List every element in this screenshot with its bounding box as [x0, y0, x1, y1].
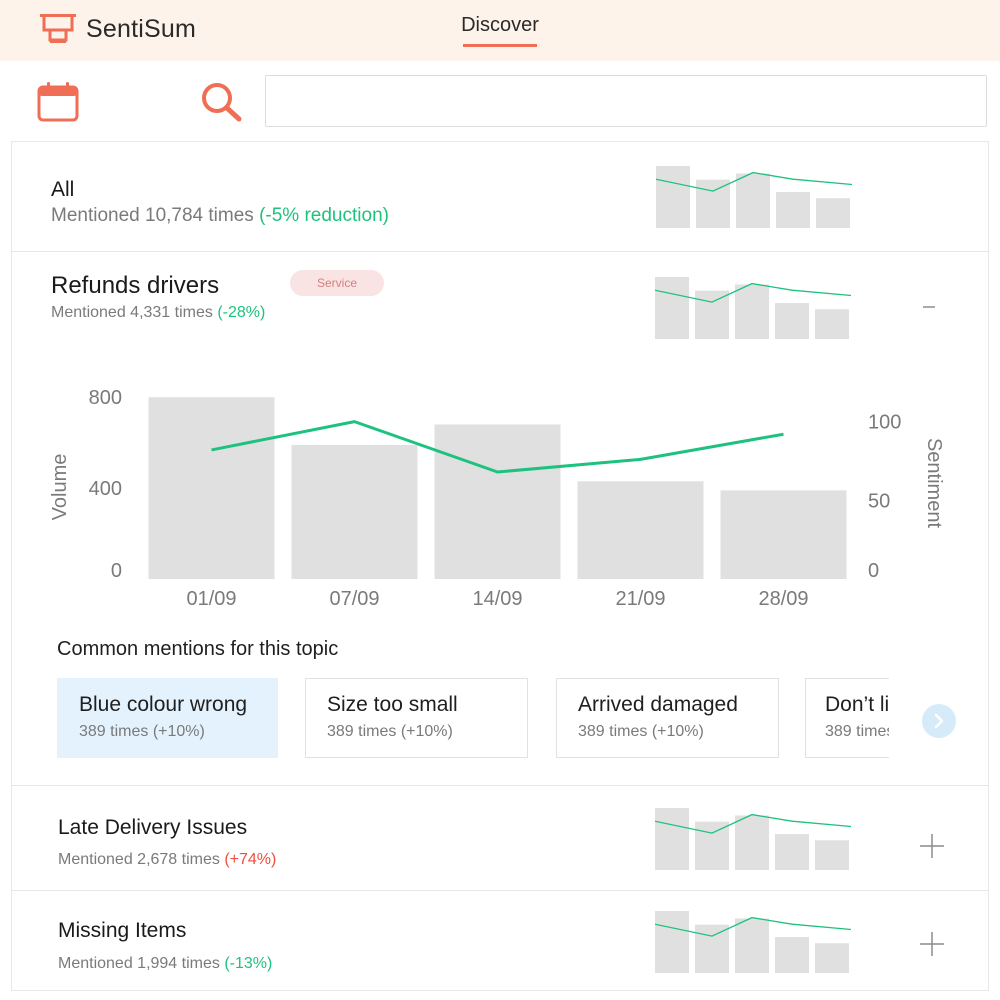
carousel-next-button[interactable]	[922, 704, 956, 738]
sparkline-bar	[815, 840, 849, 870]
sparkline-line	[656, 171, 853, 192]
topic-change-late: (+74%)	[224, 851, 277, 868]
sparkline-bar	[736, 173, 770, 228]
category-badge: Service	[290, 270, 384, 296]
topic-change-all: (-5% reduction)	[259, 205, 389, 226]
topic-mentions-late-count: Mentioned 2,678 times	[58, 851, 220, 868]
y2-axis-label: Sentiment	[923, 438, 945, 528]
y-tick-label: 800	[89, 387, 122, 409]
volume-bar	[434, 424, 561, 579]
y-tick-label: 400	[89, 478, 122, 500]
mention-card-count: 389 times (+10%)	[825, 723, 889, 740]
sparkline-bar	[695, 290, 729, 339]
volume-bar	[577, 481, 704, 579]
sentiment-line	[211, 420, 784, 474]
topic-mentions-missing-count: Mentioned 1,994 times	[58, 955, 220, 972]
brand-name: SentiSum	[86, 14, 196, 43]
sparkline-bar	[775, 303, 809, 339]
sparkline-bar	[775, 834, 809, 870]
sparkline-bar	[695, 821, 729, 870]
x-tick-label: 07/09	[329, 588, 379, 610]
mention-card[interactable]: Size too small 389 times (+10%)	[305, 678, 528, 758]
topic-title-all: All	[51, 178, 75, 201]
topic-title-late-delivery: Late Delivery Issues	[58, 816, 248, 839]
divider	[12, 890, 988, 891]
mention-card[interactable]: Don’t like 389 times (+10%)	[805, 678, 889, 758]
topic-mentions-all: Mentioned 10,784 times (-5% reduction)	[51, 205, 389, 227]
volume-sentiment-chart: 01/09 07/09 14/09 21/09 28/09 0 400 800 0 50 100 Vo…	[49, 387, 945, 610]
search-icon[interactable]	[200, 82, 242, 122]
mention-card-title: Arrived damaged	[578, 693, 738, 716]
topic-mentions-all-count: Mentioned 10,784 times	[51, 205, 254, 226]
mention-card-count: 389 times (+10%)	[79, 723, 205, 740]
volume-bar	[148, 397, 275, 579]
sparkline-bar	[816, 198, 850, 228]
mention-card-count: 389 times (+10%)	[578, 723, 704, 740]
sparkline-refunds-drivers	[655, 277, 852, 339]
sparkline-bar	[735, 815, 769, 870]
sparkline-bar	[656, 166, 690, 228]
expand-icon[interactable]	[919, 931, 945, 957]
y2-tick-label: 100	[868, 412, 901, 434]
calendar-icon[interactable]	[37, 82, 79, 122]
sparkline-bar	[655, 277, 689, 339]
sparkline-line	[655, 813, 852, 834]
sparkline-bar	[815, 309, 849, 339]
sparkline-bar	[735, 918, 769, 973]
x-tick-label: 28/09	[758, 588, 808, 610]
divider	[12, 785, 988, 786]
top-header: SentiSum Discover	[0, 0, 1000, 61]
sparkline-all	[656, 166, 853, 228]
mention-card[interactable]: Blue colour wrong 389 times (+10%)	[57, 678, 278, 758]
mention-card[interactable]: Arrived damaged 389 times (+10%)	[556, 678, 779, 758]
sparkline-line	[655, 916, 852, 937]
sparkline-bar	[655, 911, 689, 973]
mention-card-count: 389 times (+10%)	[327, 723, 453, 740]
y-tick-label: 0	[111, 560, 122, 582]
sparkline-bar	[655, 808, 689, 870]
mention-card-title: Size too small	[327, 693, 458, 716]
sparkline-missing-items	[655, 911, 852, 973]
topics-panel: All Mentioned 10,784 times (-5% reductio…	[11, 141, 989, 991]
topic-mentions-refunds-count: Mentioned 4,331 times	[51, 304, 213, 321]
sparkline-bar	[695, 924, 729, 973]
expand-icon[interactable]	[919, 833, 945, 859]
collapse-icon[interactable]	[916, 294, 942, 320]
mentions-carousel: Blue colour wrong 389 times (+10%) Size to…	[57, 678, 889, 760]
tab-discover-underline	[463, 44, 537, 47]
mentions-heading: Common mentions for this topic	[57, 638, 339, 660]
mention-card-title: Don’t like	[825, 693, 889, 716]
sparkline-bar	[735, 284, 769, 339]
x-tick-label: 21/09	[615, 588, 665, 610]
sparkline-bar	[776, 192, 810, 228]
topic-mentions-missing-items: Mentioned 1,994 times (-13%)	[58, 955, 272, 973]
volume-bar	[291, 444, 418, 579]
topic-title-missing-items: Missing Items	[58, 919, 187, 942]
sparkline-bar	[775, 937, 809, 973]
mention-card-title: Blue colour wrong	[79, 693, 248, 716]
brand[interactable]: SentiSum	[38, 12, 196, 46]
topic-mentions-late-delivery: Mentioned 2,678 times (+74%)	[58, 851, 276, 869]
chevron-right-icon	[934, 713, 944, 729]
topic-change-refunds: (-28%)	[217, 304, 266, 321]
sentisum-logo-icon	[40, 14, 76, 43]
divider	[12, 251, 988, 252]
topic-change-missing: (-13%)	[224, 955, 273, 972]
volume-bar	[720, 490, 847, 579]
sparkline-bar	[815, 943, 849, 973]
x-tick-label: 14/09	[472, 588, 522, 610]
tab-discover[interactable]: Discover	[461, 14, 539, 36]
y-axis-label: Volume	[49, 454, 71, 521]
sparkline-bar	[696, 179, 730, 228]
y2-tick-label: 0	[868, 560, 879, 582]
sparkline-late-delivery	[655, 808, 852, 870]
search-input[interactable]	[265, 75, 987, 127]
x-tick-label: 01/09	[186, 588, 236, 610]
topic-mentions-refunds-drivers: Mentioned 4,331 times (-28%)	[51, 304, 265, 322]
topic-title-refunds-drivers: Refunds drivers	[51, 272, 220, 299]
y2-tick-label: 50	[868, 490, 890, 512]
sparkline-line	[655, 282, 852, 303]
